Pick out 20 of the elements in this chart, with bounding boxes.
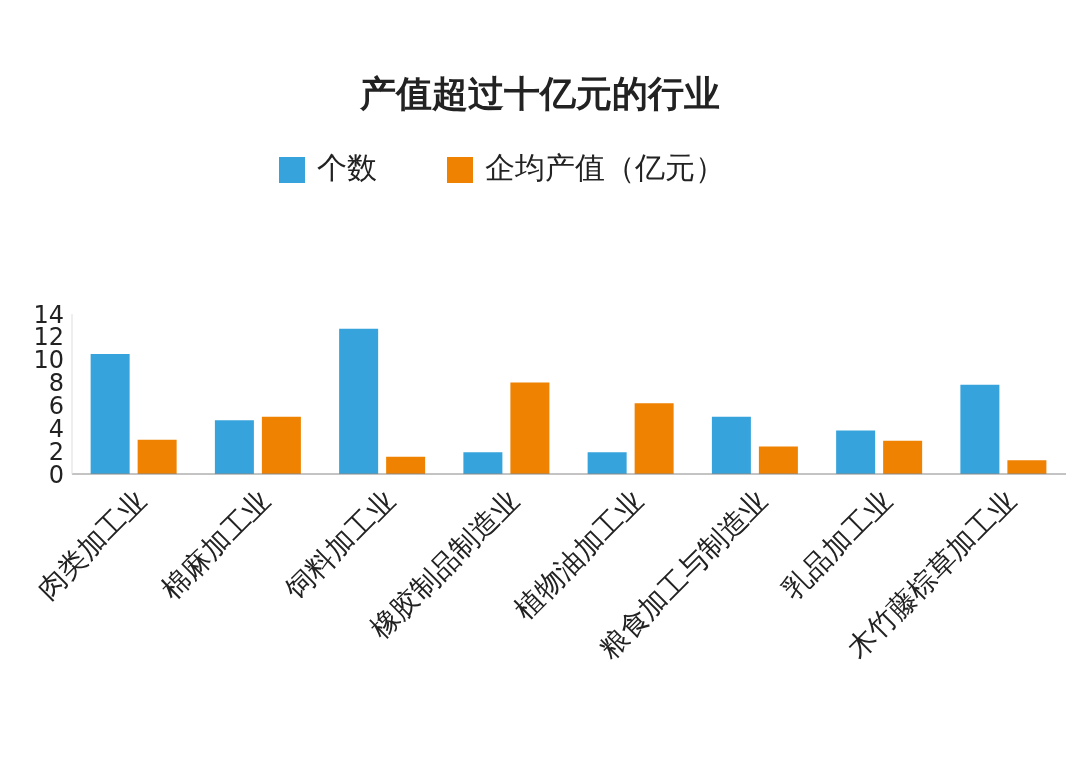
chart-title: 产值超过十亿元的行业 bbox=[359, 72, 721, 116]
bar bbox=[261, 416, 301, 474]
bar bbox=[463, 452, 503, 474]
x-tick-label: 棉麻加工业 bbox=[154, 483, 278, 606]
legend-label: 个数 bbox=[317, 150, 377, 185]
legend-label: 企均产值（亿元） bbox=[485, 150, 725, 185]
bar bbox=[634, 403, 674, 474]
bar bbox=[587, 452, 627, 474]
bar bbox=[836, 430, 876, 474]
bar bbox=[510, 382, 550, 474]
bar bbox=[339, 328, 379, 474]
bar bbox=[90, 354, 130, 474]
bar bbox=[883, 440, 923, 474]
bar bbox=[214, 420, 254, 474]
bar bbox=[960, 384, 1000, 474]
bar bbox=[137, 439, 177, 474]
bar bbox=[386, 456, 426, 474]
bar bbox=[758, 446, 798, 474]
bar bbox=[711, 416, 751, 474]
bar bbox=[1007, 460, 1047, 474]
